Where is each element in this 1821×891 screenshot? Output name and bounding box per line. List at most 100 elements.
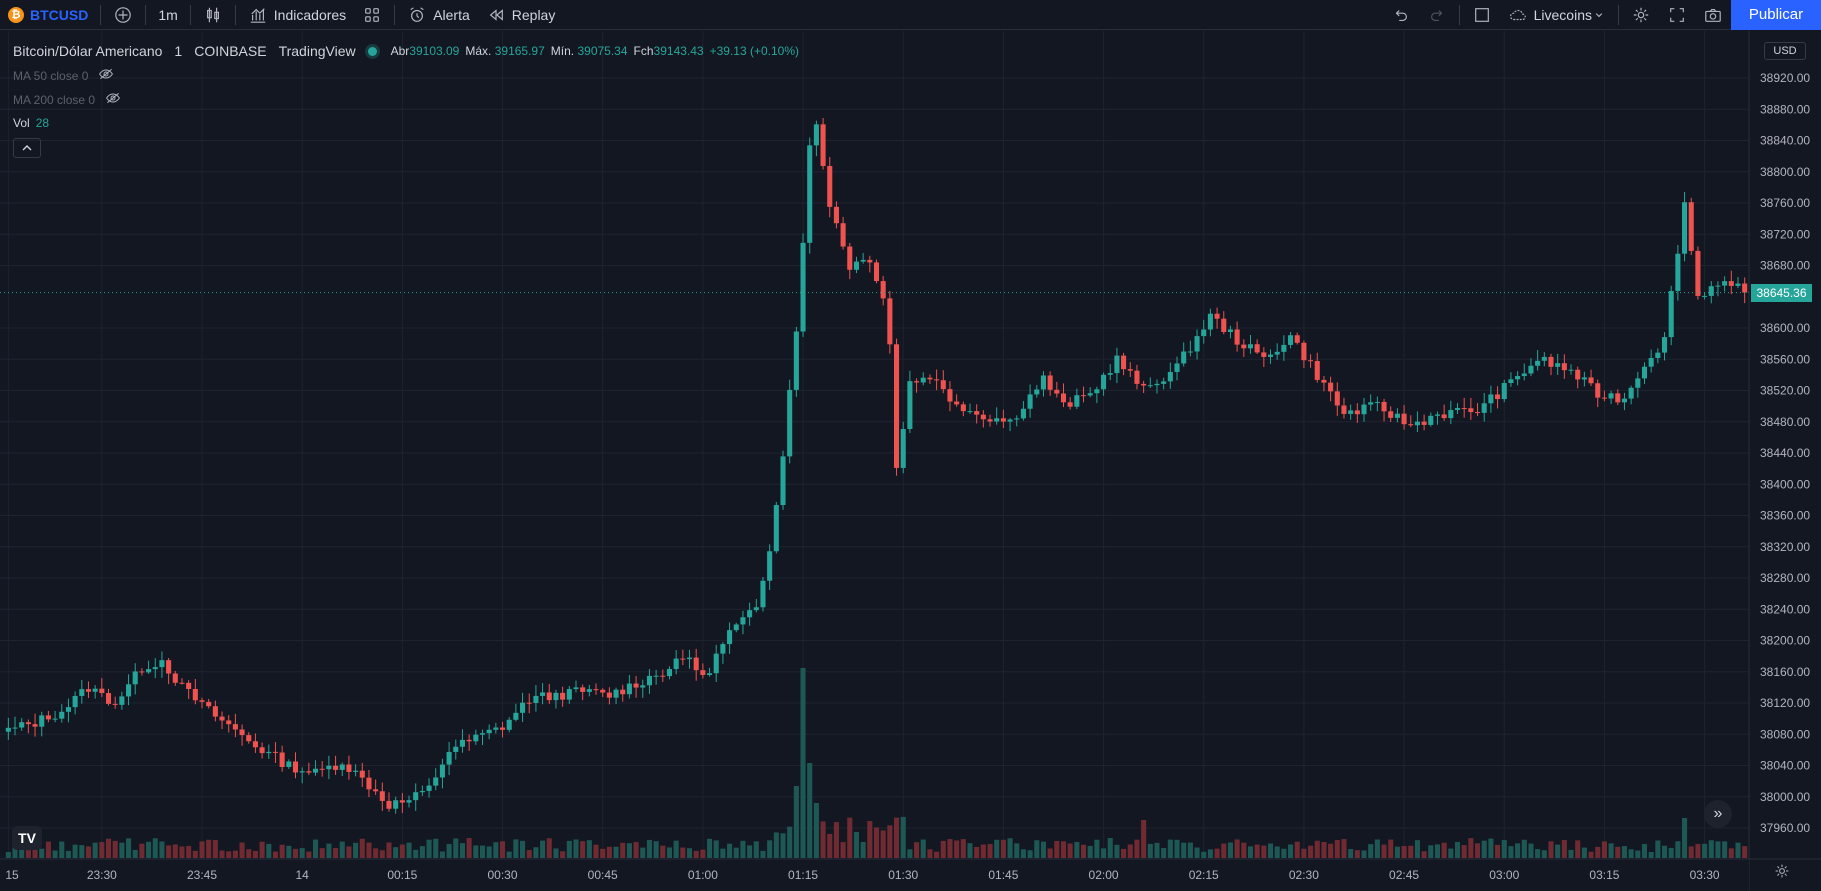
candle-body [1194,336,1200,352]
volume-bar [239,842,245,858]
interval-button[interactable]: 1m [150,0,185,30]
currency-label: USD [1773,45,1797,57]
candle-body [1067,402,1073,407]
candle-body [32,724,38,727]
volume-bar [940,840,946,858]
candle-body [85,689,92,692]
divider [189,4,191,25]
publish-button[interactable]: Publicar [1731,0,1821,30]
undo-button[interactable] [1383,0,1419,30]
volume-bar [1121,848,1127,858]
templates-button[interactable] [354,0,390,30]
volume-bar [246,849,252,858]
volume-bar [366,842,372,858]
ma200-legend[interactable]: MA 200 close 0 [13,91,121,108]
redo-button[interactable] [1419,0,1455,30]
candle-body [1321,379,1327,383]
volume-bar [1214,848,1220,858]
volume-value: 28 [35,116,50,130]
time-tick-label: 15 [5,868,19,882]
candle-body [473,734,479,742]
volume-bar [1207,849,1213,858]
eye-off-icon[interactable] [105,91,121,108]
volume-bar [333,848,339,858]
price-tick-label: 38240.00 [1760,602,1810,616]
compare-button[interactable] [105,0,141,30]
price-tick-label: 38720.00 [1760,227,1810,241]
alert-button[interactable]: Alerta [399,0,478,30]
volume-bar [934,851,940,858]
candle-body [1461,408,1467,410]
candle-body [727,630,733,645]
volume-bar [600,848,606,858]
candle-body [186,682,192,690]
scroll-to-realtime-button[interactable]: » [1704,800,1732,828]
fullscreen-icon [1667,5,1687,25]
candle-body [312,768,319,773]
volume-bar [1147,843,1153,858]
indicators-button[interactable]: Indicadores [240,0,354,30]
chevron-up-icon [22,145,32,151]
symbol-search[interactable]: ₿ BTCUSD [0,0,96,30]
candle-body [1581,377,1587,380]
volume-bar [105,838,112,858]
candle-body [479,733,486,735]
volume-bar [1174,839,1180,858]
volume-bar [1695,843,1701,858]
layout-button[interactable] [1464,0,1500,30]
candle-body [486,729,492,734]
currency-selector[interactable]: USD [1764,42,1806,60]
volume-bar [626,843,632,858]
candle-body [99,688,105,694]
candle-body [1488,394,1494,404]
market-status-dot[interactable] [367,46,377,56]
replay-button[interactable]: Replay [478,0,564,30]
candle-body [232,724,238,730]
volume-bar [733,847,739,858]
volume-bar [1101,848,1107,858]
eye-off-icon[interactable] [98,67,114,84]
volume-bar [119,842,125,858]
volume-bar [92,842,98,858]
volume-bar [132,849,138,858]
volume-bar [112,840,118,858]
candle-body [967,411,973,413]
candle-body [1101,374,1107,390]
divider [1458,4,1460,25]
candle-body [1655,352,1661,358]
save-layout-button[interactable]: Livecoins [1500,0,1614,30]
candle-body [413,792,419,801]
volume-bar [646,839,652,858]
ma50-legend[interactable]: MA 50 close 0 [13,67,114,84]
volume-bar [1528,843,1534,858]
volume-bar [1548,841,1554,858]
candle-body [693,657,699,671]
gear-icon [1631,5,1651,25]
candle-body [1735,283,1741,286]
time-scale-settings-icon[interactable] [1774,863,1790,879]
candle-body [65,707,71,712]
volume-bar [393,847,399,858]
tradingview-logo[interactable]: TV [12,826,42,850]
candle-body [1121,355,1127,370]
candle-body [1575,369,1581,380]
fullscreen-button[interactable] [1659,0,1695,30]
collapse-legend-button[interactable] [13,138,41,158]
settings-button[interactable] [1623,0,1659,30]
volume-bar [272,851,279,858]
candle-body [560,692,566,700]
candle-body [1214,313,1220,319]
volume-bar [1254,844,1260,858]
volume-bar [1521,839,1527,858]
candle-body [1114,355,1120,374]
price-chart[interactable]: 38920.00 38880.00 38840.00 38800.00 38760.00… [0,31,1821,891]
chart-type-button[interactable] [195,0,231,30]
volume-legend[interactable]: Vol 28 [13,116,49,130]
screenshot-button[interactable] [1695,0,1731,30]
high-label: Máx. [465,44,492,58]
chart-area[interactable]: 38920.00 38880.00 38840.00 38800.00 38760.00… [0,31,1821,891]
candle-body [900,428,906,468]
camera-icon [1703,5,1723,25]
ma50-label: MA 50 close 0 [13,68,89,83]
candle-body [333,765,339,770]
